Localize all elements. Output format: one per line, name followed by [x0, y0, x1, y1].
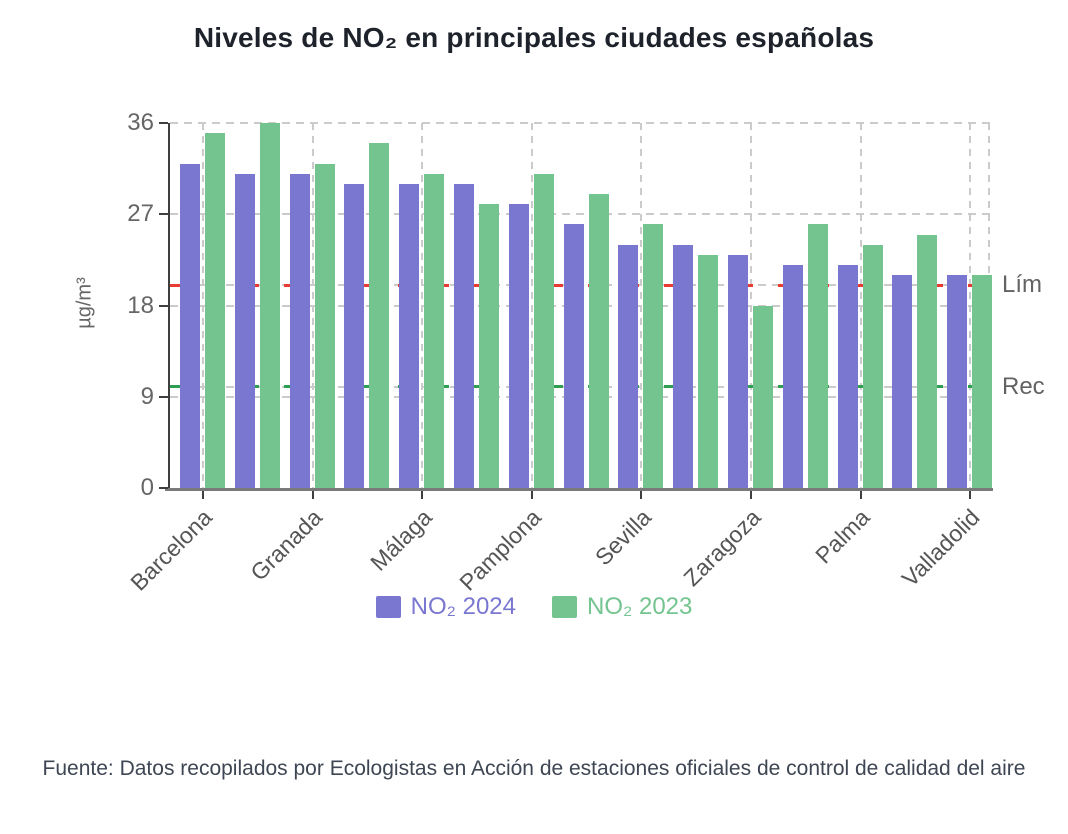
x-tick-label: Málaga — [364, 504, 437, 576]
x-tick-mark — [311, 491, 314, 499]
bar-2023 — [643, 224, 664, 488]
legend-label: NO₂ 2023 — [587, 593, 693, 620]
h-gridline — [170, 122, 990, 124]
bar-2024 — [234, 173, 255, 488]
bar-2023 — [753, 305, 773, 488]
y-tick-mark — [159, 487, 168, 489]
bar-2023 — [807, 224, 828, 488]
bar-2024 — [344, 183, 365, 488]
x-tick-label: Palma — [810, 504, 875, 569]
bar-2023 — [314, 163, 335, 488]
bar-2023 — [205, 133, 225, 488]
legend-swatch — [375, 596, 401, 618]
legend-item: NO₂ 2024 — [375, 593, 516, 621]
source-note: Fuente: Datos recopilados por Ecologista… — [42, 757, 1026, 780]
x-tick-label: Zaragoza — [678, 504, 766, 592]
bar-2024 — [399, 183, 420, 488]
recommended-label: Rec — [1002, 372, 1045, 400]
y-tick-label: 36 — [127, 109, 154, 136]
y-tick-mark — [159, 213, 168, 216]
legend-swatch — [552, 596, 577, 618]
chart-title: Niveles de NO₂ en principales ciudades e… — [193, 22, 875, 53]
y-tick-label: 9 — [140, 382, 154, 410]
v-gridline — [969, 123, 972, 488]
x-tick-mark — [640, 491, 643, 499]
y-tick-label: 0 — [140, 474, 154, 501]
x-tick-mark — [969, 491, 972, 499]
v-gridline — [530, 123, 533, 488]
bar-2024 — [782, 264, 803, 488]
bar-2023 — [424, 173, 445, 488]
bar-2023 — [698, 254, 719, 488]
bar-2024 — [618, 244, 639, 488]
bar-2024 — [289, 173, 310, 488]
x-tick-mark — [859, 491, 862, 499]
x-tick-mark — [530, 491, 533, 499]
bar-2024 — [508, 204, 529, 488]
bar-2023 — [479, 204, 499, 488]
x-tick-label: Pamplona — [454, 504, 547, 596]
plot-area: Barcelona Granada Málaga Pamplona Sevilla Zar… — [126, 122, 993, 596]
v-gridline — [750, 123, 752, 488]
x-tick-mark — [750, 491, 752, 499]
bar-2024 — [180, 163, 200, 488]
bar-2023 — [862, 244, 883, 488]
x-tick-label: Sevilla — [589, 504, 656, 571]
bar-2023 — [972, 275, 993, 488]
y-tick-mark — [159, 395, 168, 398]
h-gridline — [170, 213, 990, 216]
limit-label: Lím — [1002, 271, 1043, 299]
x-axis-spine — [165, 488, 993, 491]
bar-2024 — [563, 224, 584, 488]
v-gridline — [859, 123, 862, 488]
y-tick-mark — [159, 304, 168, 307]
x-tick-label: Barcelona — [125, 504, 218, 596]
bar-2023 — [588, 193, 609, 488]
x-tick-mark — [202, 491, 204, 499]
bar-2024 — [947, 275, 968, 488]
y-tick-label: 27 — [127, 200, 154, 228]
bar-2024 — [673, 244, 694, 488]
legend: NO₂ 2024 NO₂ 2023 — [0, 593, 1068, 621]
bar-2023 — [917, 234, 938, 488]
y-tick-label: 18 — [127, 291, 154, 319]
bar-2024 — [728, 254, 748, 488]
bar-2024 — [892, 275, 913, 488]
v-gridline — [421, 123, 424, 488]
x-tick-label: Granada — [245, 504, 327, 586]
x-tick-mark — [421, 491, 424, 499]
bar-2024 — [837, 264, 858, 488]
v-gridline — [311, 123, 314, 488]
bar-2024 — [454, 183, 474, 488]
y-axis-spine — [168, 123, 170, 489]
bar-2023 — [259, 123, 280, 488]
legend-label: NO₂ 2024 — [410, 593, 516, 620]
y-tick-mark — [159, 122, 168, 124]
bar-2023 — [369, 143, 390, 488]
legend-item: NO₂ 2023 — [552, 593, 692, 621]
x-tick-label: Valladolid — [896, 504, 985, 592]
bar-2023 — [533, 173, 554, 488]
v-gridline — [202, 123, 204, 488]
v-gridline — [640, 123, 643, 488]
